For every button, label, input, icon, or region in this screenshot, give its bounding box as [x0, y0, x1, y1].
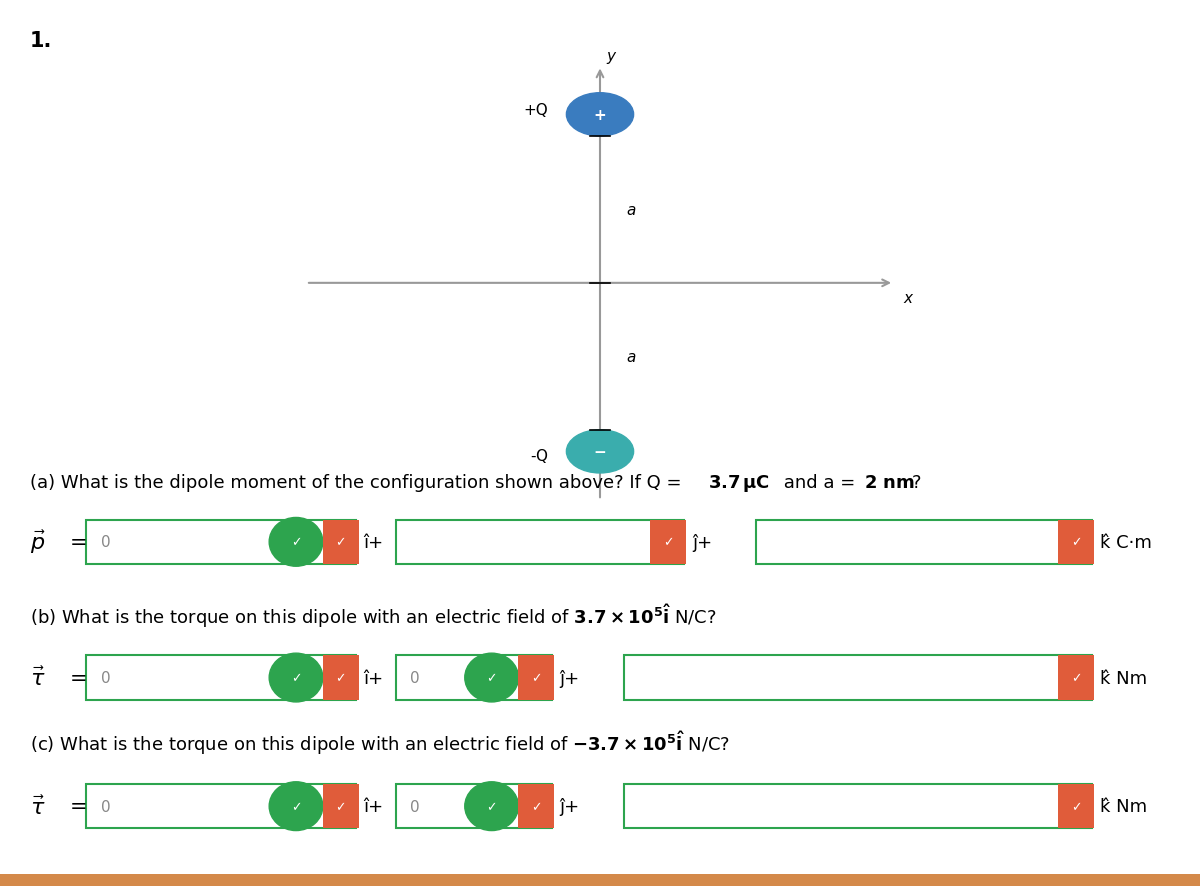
FancyBboxPatch shape — [323, 784, 359, 828]
Text: ✓: ✓ — [1072, 672, 1081, 684]
Text: a: a — [626, 203, 636, 218]
FancyBboxPatch shape — [0, 874, 1200, 886]
Text: ĵ+: ĵ+ — [559, 669, 580, 687]
Ellipse shape — [464, 654, 518, 702]
Text: ĵ+: ĵ+ — [692, 533, 713, 551]
Text: ĵ+: ĵ+ — [559, 797, 580, 815]
Text: ✓: ✓ — [290, 800, 301, 812]
Ellipse shape — [269, 654, 323, 702]
FancyBboxPatch shape — [624, 656, 1092, 700]
Text: $\vec{p}$: $\vec{p}$ — [30, 529, 46, 556]
Ellipse shape — [566, 431, 634, 473]
Text: x: x — [904, 291, 913, 306]
Text: ✓: ✓ — [290, 672, 301, 684]
Text: $\vec{\tau}$: $\vec{\tau}$ — [30, 666, 46, 689]
FancyBboxPatch shape — [86, 784, 356, 828]
Text: −: − — [594, 445, 606, 459]
Text: 0: 0 — [410, 671, 420, 685]
FancyBboxPatch shape — [518, 656, 554, 700]
Text: =: = — [70, 532, 88, 552]
FancyBboxPatch shape — [323, 520, 359, 564]
Text: ✓: ✓ — [1072, 800, 1081, 812]
Text: $\vec{\tau}$: $\vec{\tau}$ — [30, 795, 46, 818]
Text: 1.: 1. — [30, 31, 53, 51]
Text: +: + — [594, 108, 606, 122]
Text: î+: î+ — [364, 797, 384, 815]
Ellipse shape — [269, 517, 323, 567]
Text: (b) What is the torque on this dipole with an electric field of $\mathbf{3.7 \ti: (b) What is the torque on this dipole wi… — [30, 602, 716, 630]
Text: =: = — [70, 668, 88, 688]
Text: =: = — [70, 797, 88, 816]
Text: ✓: ✓ — [336, 800, 346, 812]
Text: k̂ C·m: k̂ C·m — [1100, 533, 1152, 551]
Ellipse shape — [464, 782, 518, 831]
Text: and a =: and a = — [778, 474, 860, 492]
FancyBboxPatch shape — [650, 520, 686, 564]
Text: î+: î+ — [364, 533, 384, 551]
FancyBboxPatch shape — [396, 784, 552, 828]
Text: ✓: ✓ — [486, 800, 497, 812]
Text: ✓: ✓ — [664, 536, 673, 548]
Text: y: y — [606, 49, 616, 64]
Text: a: a — [626, 349, 636, 364]
Text: ✓: ✓ — [336, 672, 346, 684]
Text: ?: ? — [912, 474, 922, 492]
Text: k̂ Nm: k̂ Nm — [1100, 669, 1147, 687]
Text: +Q: +Q — [523, 104, 548, 118]
Text: 0: 0 — [410, 799, 420, 813]
Text: ✓: ✓ — [486, 672, 497, 684]
FancyBboxPatch shape — [518, 784, 554, 828]
Text: $\mathbf{\mu C}$: $\mathbf{\mu C}$ — [737, 472, 770, 494]
Text: ✓: ✓ — [1072, 536, 1081, 548]
Text: $\mathbf{3.7}$: $\mathbf{3.7}$ — [708, 474, 740, 492]
Text: 0: 0 — [101, 535, 110, 549]
FancyBboxPatch shape — [756, 520, 1092, 564]
FancyBboxPatch shape — [1058, 520, 1094, 564]
Text: î+: î+ — [364, 669, 384, 687]
Text: ✓: ✓ — [532, 672, 541, 684]
Text: ✓: ✓ — [290, 536, 301, 548]
Text: k̂ Nm: k̂ Nm — [1100, 797, 1147, 815]
Text: ✓: ✓ — [532, 800, 541, 812]
FancyBboxPatch shape — [1058, 784, 1094, 828]
FancyBboxPatch shape — [323, 656, 359, 700]
Text: 0: 0 — [101, 671, 110, 685]
FancyBboxPatch shape — [1058, 656, 1094, 700]
FancyBboxPatch shape — [86, 656, 356, 700]
Ellipse shape — [269, 782, 323, 831]
Text: (a) What is the dipole moment of the configuration shown above? If Q =: (a) What is the dipole moment of the con… — [30, 474, 688, 492]
FancyBboxPatch shape — [86, 520, 356, 564]
Text: $\mathbf{2}$ $\mathbf{nm}$: $\mathbf{2}$ $\mathbf{nm}$ — [864, 474, 914, 492]
Text: (c) What is the torque on this dipole with an electric field of $\mathbf{-3.7 \t: (c) What is the torque on this dipole wi… — [30, 728, 730, 757]
FancyBboxPatch shape — [624, 784, 1092, 828]
Text: 0: 0 — [101, 799, 110, 813]
FancyBboxPatch shape — [396, 520, 684, 564]
Ellipse shape — [566, 94, 634, 136]
FancyBboxPatch shape — [396, 656, 552, 700]
Text: -Q: -Q — [530, 449, 548, 463]
Text: ✓: ✓ — [336, 536, 346, 548]
